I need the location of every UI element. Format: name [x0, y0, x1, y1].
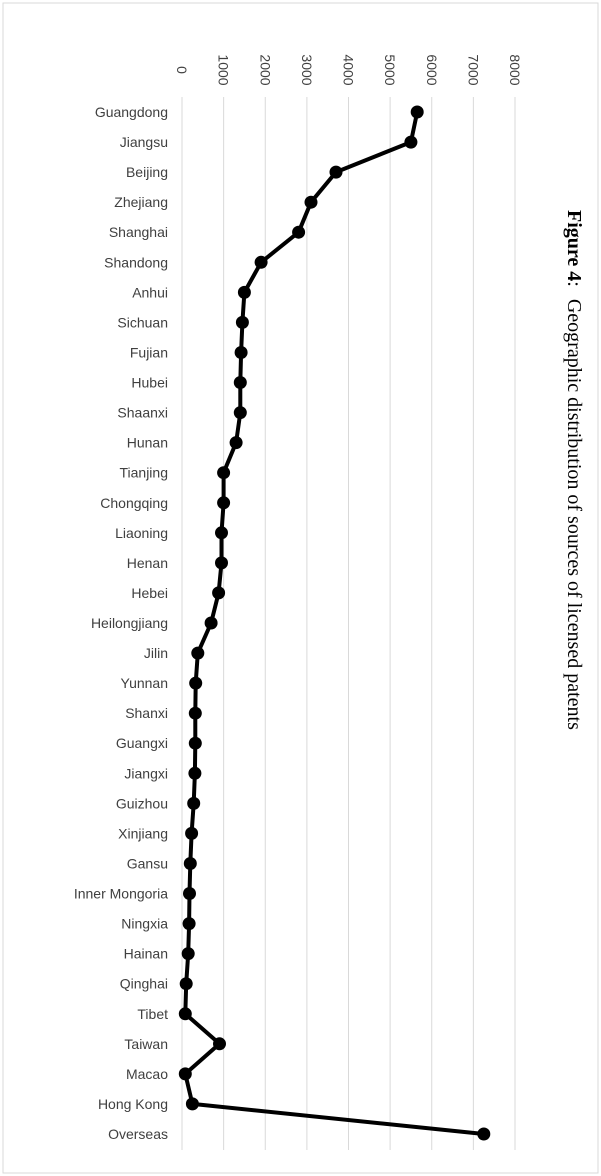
data-point [410, 105, 424, 119]
category-label: Shandong [104, 254, 168, 270]
tick-label: 3000 [299, 54, 315, 85]
category-label: Heilongjiang [91, 615, 168, 631]
tick-label: 4000 [341, 54, 357, 85]
category-label: Sichuan [117, 314, 168, 330]
data-point [292, 225, 306, 239]
category-label: Xinjiang [118, 825, 168, 841]
category-label: Hainan [124, 946, 168, 962]
data-point [188, 706, 202, 720]
category-label: Macao [126, 1066, 168, 1082]
category-label: Jiangxi [124, 765, 168, 781]
data-point [477, 1127, 491, 1141]
data-point [185, 1097, 199, 1111]
tick-label: 0 [174, 66, 190, 74]
figure-caption: Figure 4: Geographic distribution of sour… [563, 210, 585, 730]
category-label: Overseas [108, 1126, 168, 1142]
tick-label: 7000 [465, 54, 481, 85]
category-label: Beijing [126, 164, 168, 180]
category-label: Guangdong [95, 104, 168, 120]
data-point [191, 646, 205, 660]
category-label: Gansu [127, 855, 168, 871]
data-point [213, 1037, 226, 1051]
gridlines [181, 97, 516, 1150]
category-label: Shaanxi [117, 405, 168, 421]
tick-label: 6000 [424, 54, 440, 85]
data-point [187, 796, 201, 810]
data-point [229, 436, 243, 450]
category-label: Yunnan [121, 675, 169, 691]
data-point [254, 255, 268, 269]
data-point [188, 766, 202, 780]
figure-caption-label: Figure 4 [563, 210, 585, 281]
category-label: Inner Mongoria [74, 886, 168, 902]
data-point [188, 736, 202, 750]
data-point [329, 165, 343, 179]
category-label: Tianjing [119, 465, 168, 481]
category-label: Ningxia [121, 916, 168, 932]
data-point [183, 887, 196, 900]
category-label: Qinghai [120, 976, 168, 992]
category-label: Shanghai [109, 224, 168, 240]
figure-caption-text: Geographic distribution of sources of li… [563, 299, 585, 730]
category-label: Taiwan [124, 1036, 168, 1052]
data-point [234, 346, 248, 359]
category-label: Henan [127, 555, 168, 571]
data-point [178, 1067, 192, 1081]
data-point [212, 586, 226, 600]
tick-label: 1000 [216, 54, 232, 85]
data-points [178, 105, 491, 1141]
data-point [235, 315, 249, 329]
data-point [179, 977, 193, 991]
category-label: Hunan [127, 435, 168, 451]
value-axis-tick-labels: 0 1000 2000 3000 4000 5000 6000 7000 8000 [174, 54, 523, 85]
data-point [233, 376, 247, 389]
data-point [237, 285, 251, 299]
data-point [183, 857, 197, 870]
data-point [215, 556, 228, 570]
data-point [217, 466, 231, 480]
category-label: Hubei [131, 375, 168, 391]
category-label: Hebei [131, 585, 168, 601]
data-point [215, 526, 228, 540]
tick-label: 2000 [257, 54, 273, 85]
data-point [217, 496, 231, 510]
category-label: Guizhou [116, 795, 168, 811]
category-label: Liaoning [115, 525, 168, 541]
category-label: Shanxi [125, 705, 168, 721]
category-label: Fujian [130, 344, 168, 360]
figure-caption-separator: : [563, 281, 585, 287]
data-point [304, 195, 318, 209]
data-point [178, 1007, 192, 1021]
data-point [189, 676, 203, 690]
category-label: Guangxi [116, 735, 168, 751]
category-label: Jiangsu [120, 134, 168, 150]
data-point [185, 826, 199, 840]
tick-label: 8000 [507, 54, 523, 85]
category-label: Hong Kong [98, 1096, 168, 1112]
data-point [233, 406, 247, 420]
category-label: Chongqing [100, 495, 168, 511]
series-line [183, 111, 485, 1136]
tick-label: 5000 [382, 54, 398, 85]
category-label: Tibet [137, 1006, 168, 1022]
category-labels: Guangdong Jiangsu Beijing Zhejiang Shanghai S… [74, 104, 168, 1142]
category-label: Anhui [132, 284, 168, 300]
data-point [204, 616, 218, 630]
category-label: Jilin [144, 645, 168, 661]
data-point [404, 135, 418, 149]
data-point [181, 947, 195, 961]
data-point [182, 917, 196, 931]
category-label: Zhejiang [114, 194, 168, 210]
